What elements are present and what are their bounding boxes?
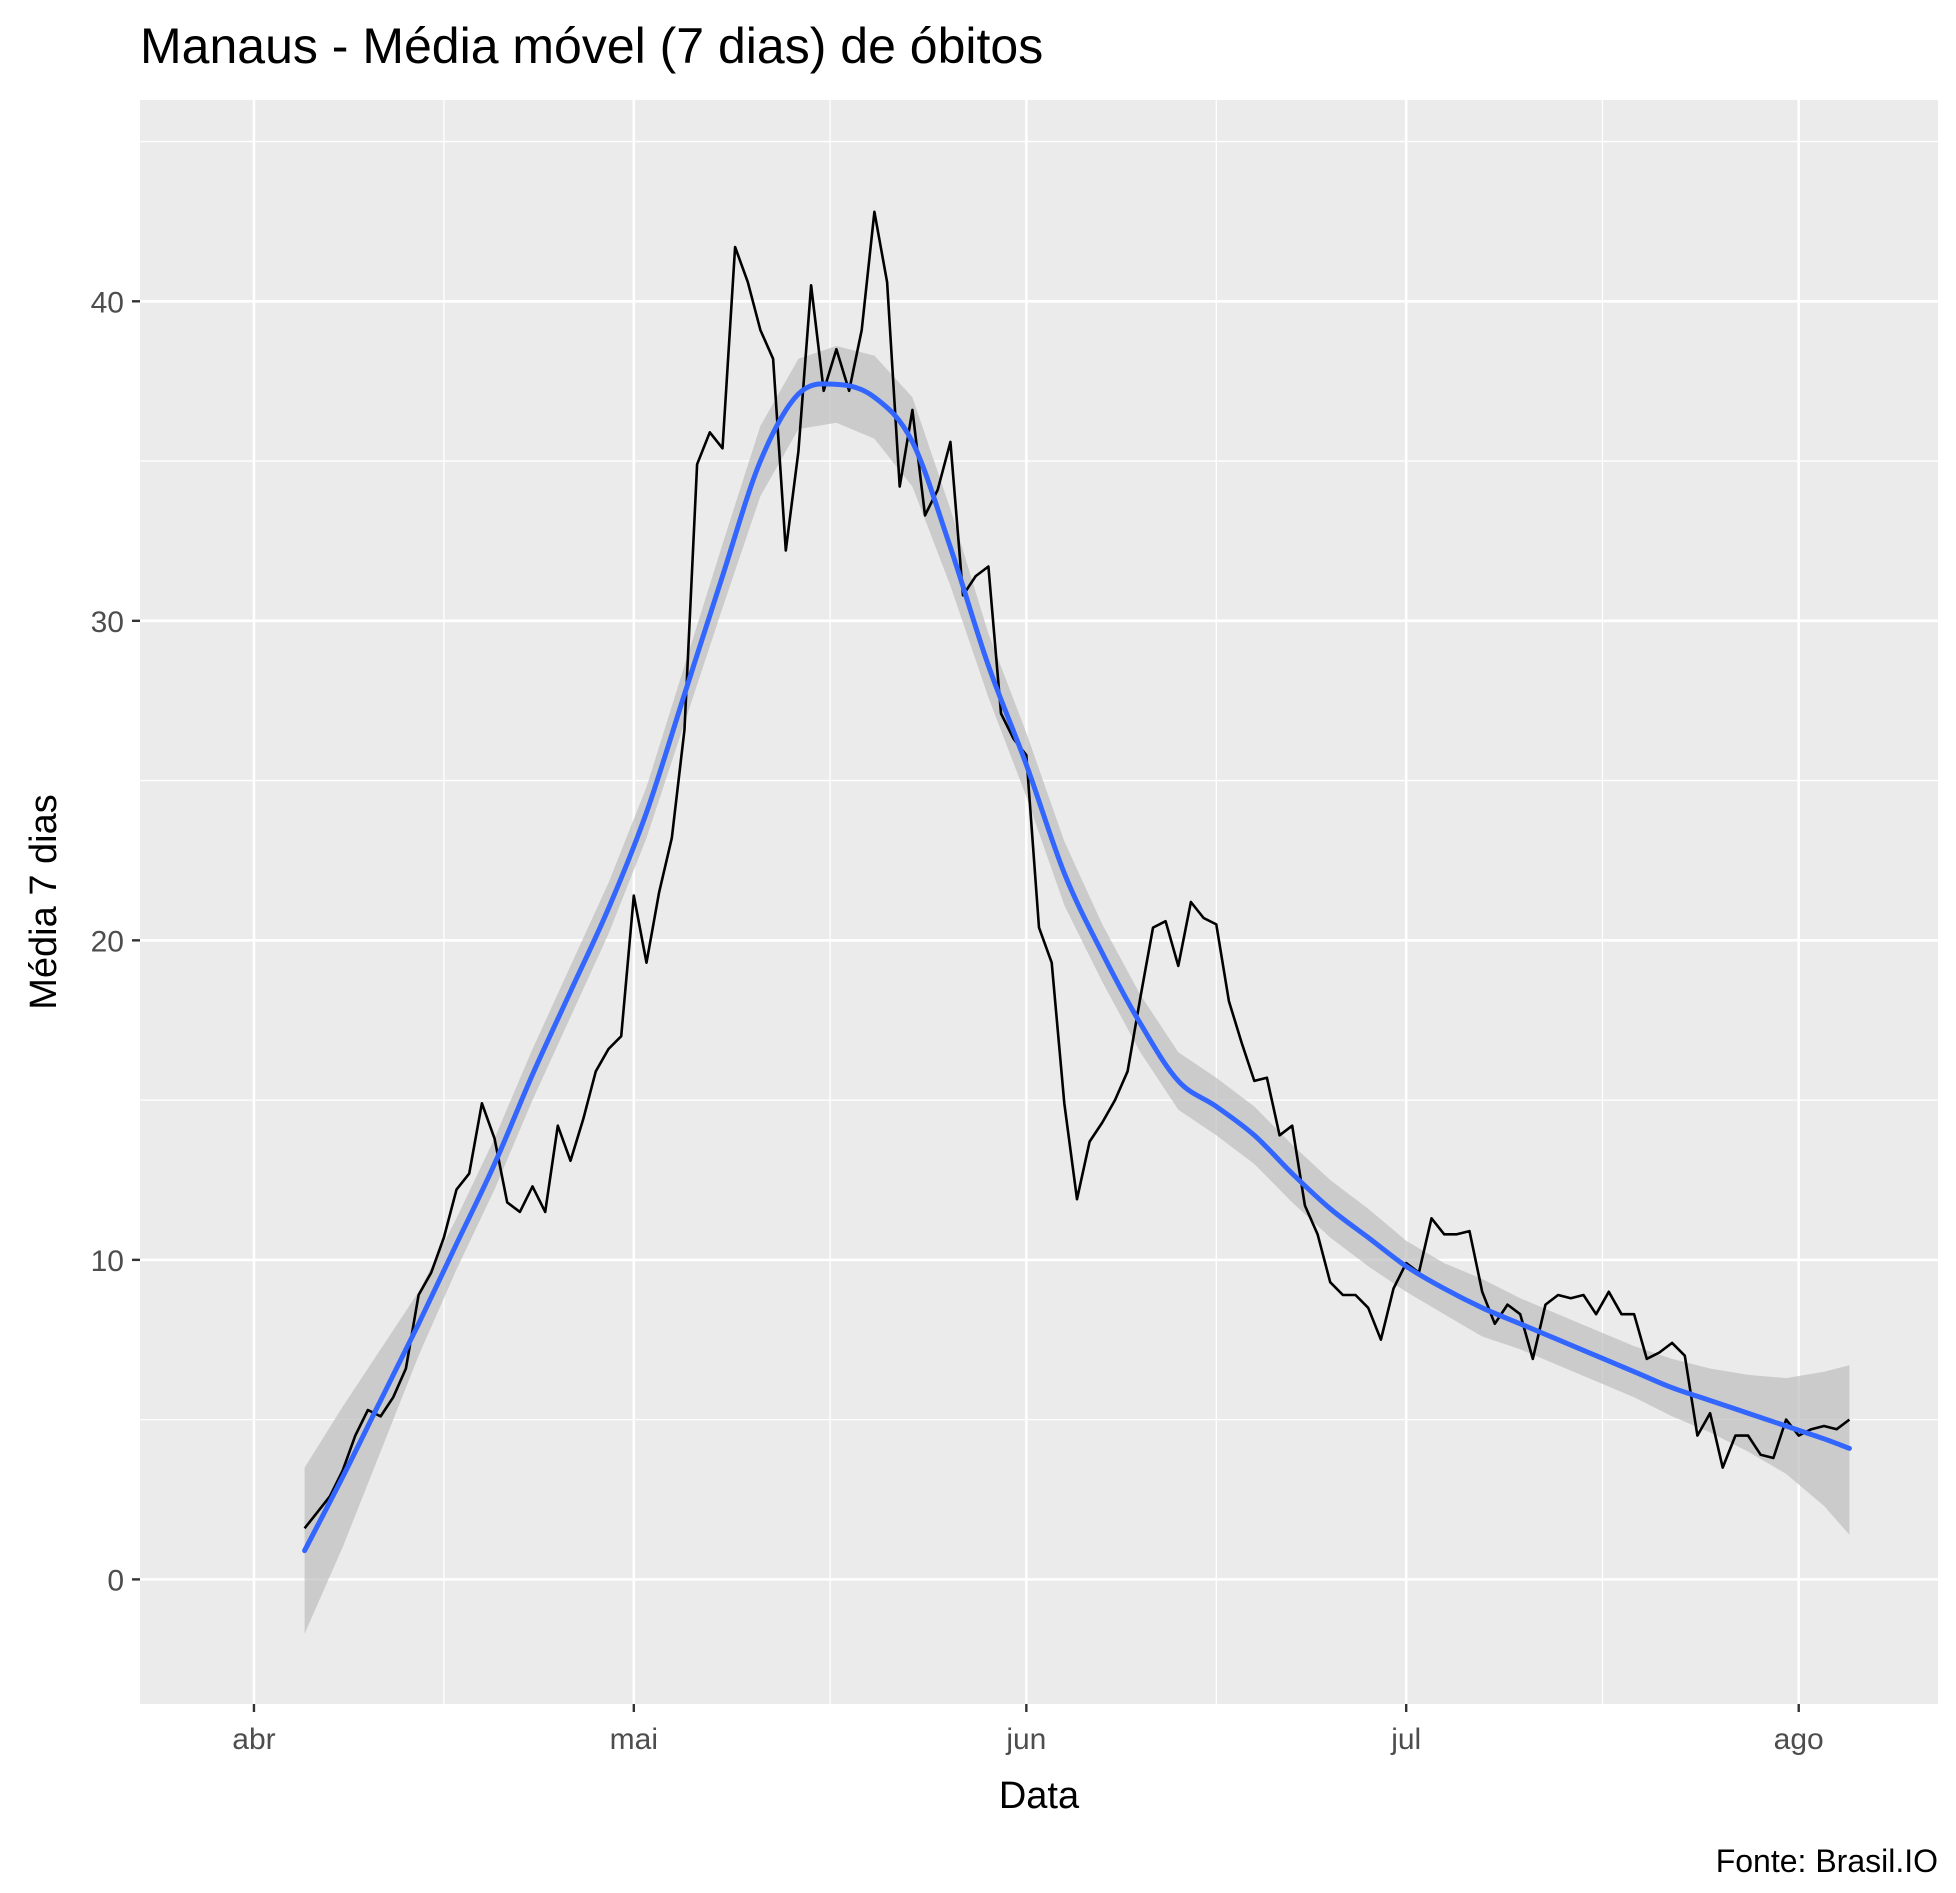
x-axis-title: Data: [999, 1775, 1080, 1817]
y-tick-label: 10: [91, 1245, 124, 1278]
panel-background: [140, 100, 1938, 1704]
chart-title: Manaus - Média móvel (7 dias) de óbitos: [140, 18, 1043, 74]
x-tick-label: mai: [610, 1723, 658, 1756]
y-tick-label: 0: [107, 1564, 124, 1597]
x-tick-label: jun: [1005, 1723, 1046, 1756]
x-tick-label: jul: [1390, 1723, 1421, 1756]
y-axis: 0 10 20 30 40: [91, 286, 140, 1597]
x-axis: abr mai jun jul ago: [232, 1704, 1824, 1756]
x-tick-label: abr: [232, 1723, 275, 1756]
observed-line: [303, 210, 1851, 1530]
plot-panel: [140, 100, 1938, 1704]
caption: Fonte: Brasil.IO: [1716, 1843, 1938, 1879]
y-axis-title: Média 7 dias: [23, 794, 65, 1009]
smooth-line: [302, 381, 1852, 1554]
y-tick-label: 30: [91, 606, 124, 639]
y-tick-label: 40: [91, 286, 124, 319]
y-tick-label: 20: [91, 925, 124, 958]
x-tick-label: ago: [1774, 1723, 1824, 1756]
